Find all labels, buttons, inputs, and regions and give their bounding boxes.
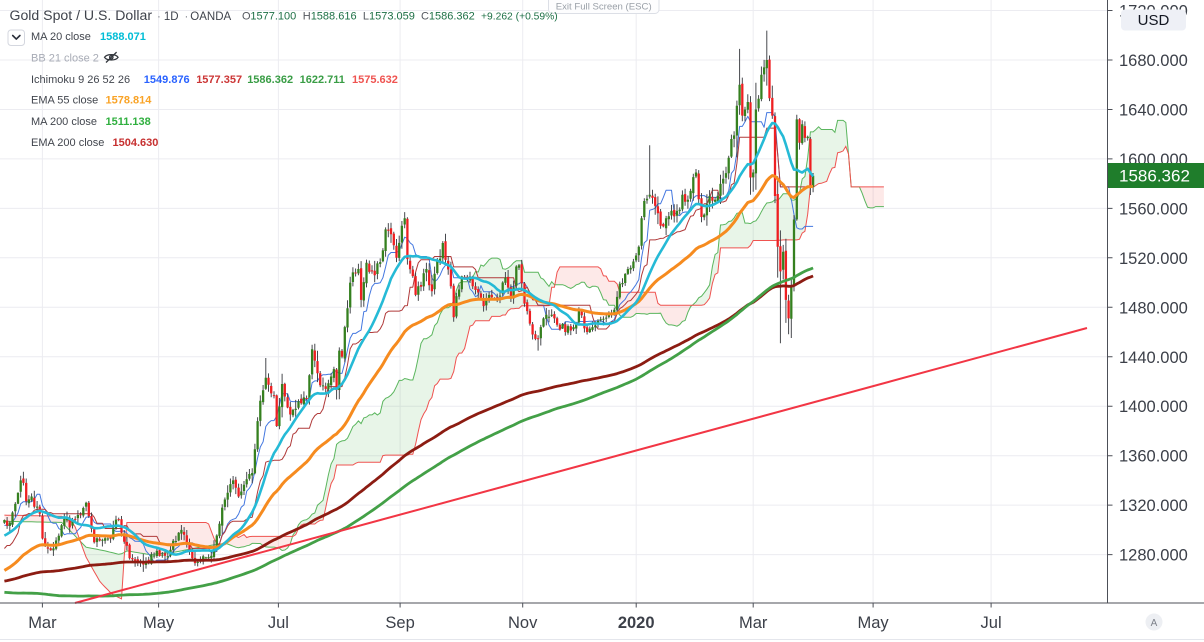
svg-text:Mar: Mar (28, 614, 57, 632)
svg-text:BB 21 close 2: BB 21 close 2 (31, 52, 99, 64)
svg-text:1400.000: 1400.000 (1119, 398, 1188, 416)
svg-text:Gold Spot / U.S. Dollar·1D·OAN: Gold Spot / U.S. Dollar · 1D · OANDA (10, 7, 232, 23)
svg-text:EMA 200 close: EMA 200 close (31, 137, 104, 149)
svg-text:1549.876: 1549.876 (144, 74, 190, 86)
svg-text:1511.138: 1511.138 (106, 116, 151, 128)
svg-text:A: A (1151, 618, 1158, 629)
svg-text:1575.632: 1575.632 (352, 74, 398, 86)
svg-text:1440.000: 1440.000 (1119, 349, 1188, 367)
svg-text:Jul: Jul (981, 614, 1002, 632)
svg-text:1640.000: 1640.000 (1119, 102, 1188, 120)
svg-text:Nov: Nov (508, 614, 538, 632)
svg-text:Mar: Mar (739, 614, 768, 632)
svg-text:USD: USD (1138, 12, 1170, 29)
svg-text:EMA 55 close: EMA 55 close (31, 95, 98, 107)
svg-text:1588.071: 1588.071 (100, 31, 146, 43)
svg-text:Sep: Sep (385, 614, 414, 632)
svg-text:1680.000: 1680.000 (1119, 52, 1188, 70)
svg-text:1504.630: 1504.630 (113, 137, 159, 149)
svg-text:2020: 2020 (618, 614, 655, 632)
svg-text:1560.000: 1560.000 (1119, 200, 1188, 218)
svg-text:1320.000: 1320.000 (1119, 497, 1188, 515)
svg-text:1586.362: 1586.362 (1119, 167, 1190, 186)
svg-text:1578.814: 1578.814 (106, 95, 153, 107)
svg-text:May: May (143, 614, 175, 632)
svg-text:May: May (858, 614, 890, 632)
svg-text:Exit Full Screen (ESC): Exit Full Screen (ESC) (556, 2, 652, 13)
svg-text:Jul: Jul (268, 614, 289, 632)
svg-text:Ichimoku 9 26 52 26: Ichimoku 9 26 52 26 (31, 74, 130, 86)
svg-text:MA 20 close: MA 20 close (31, 31, 91, 43)
svg-text:1480.000: 1480.000 (1119, 299, 1188, 317)
svg-text:MA 200 close: MA 200 close (31, 116, 97, 128)
svg-text:1622.711: 1622.711 (300, 74, 345, 86)
svg-text:1520.000: 1520.000 (1119, 250, 1188, 268)
svg-text:1577.357: 1577.357 (196, 74, 242, 86)
svg-text:1586.362: 1586.362 (247, 74, 293, 86)
svg-text:1360.000: 1360.000 (1119, 448, 1188, 466)
svg-text:1280.000: 1280.000 (1119, 547, 1188, 565)
